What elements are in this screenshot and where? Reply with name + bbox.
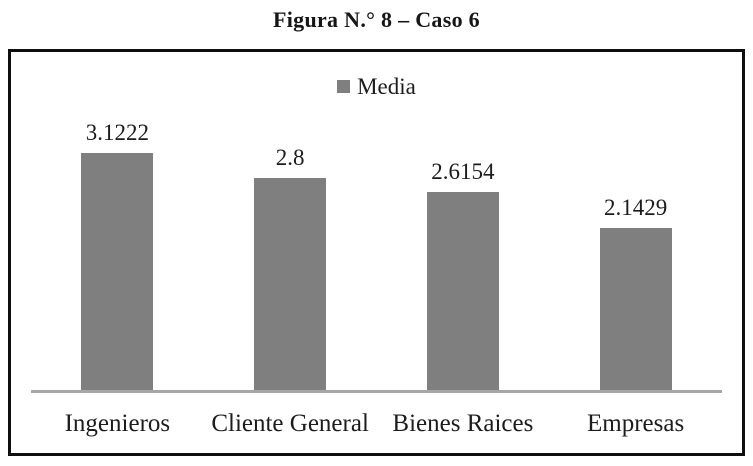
bar-slot: 3.1222 (31, 52, 204, 390)
category-axis-labels: Ingenieros Cliente General Bienes Raices Em… (31, 406, 722, 440)
legend: Media (11, 75, 742, 98)
legend-swatch-icon (337, 80, 351, 93)
chart-area: Media 3.1222 2.8 2.6154 2.1429 Ingenieros Cl… (8, 49, 745, 456)
plot-area: 3.1222 2.8 2.6154 2.1429 Ingenieros Cliente … (31, 52, 722, 453)
category-label: Ingenieros (64, 409, 171, 437)
bar (426, 192, 499, 390)
bar-value-label: 2.1429 (604, 195, 668, 220)
bar-slot: 2.8 (204, 52, 377, 390)
category-label: Cliente General (211, 409, 369, 437)
bar-value-label: 2.6154 (431, 159, 495, 184)
bar-slot: 2.6154 (377, 52, 550, 390)
bar (81, 153, 154, 390)
legend-label: Media (357, 74, 416, 99)
category-label: Empresas (587, 409, 685, 437)
bar (254, 178, 327, 390)
bar-slot: 2.1429 (549, 52, 722, 390)
bar (599, 228, 672, 390)
bar-value-label: 3.1222 (85, 120, 149, 145)
x-axis-line (31, 390, 722, 393)
figure-title: Figura N.° 8 – Caso 6 (273, 7, 480, 32)
category-label: Bienes Raices (392, 409, 534, 437)
bar-value-label: 2.8 (275, 145, 305, 170)
bars-row: 3.1222 2.8 2.6154 2.1429 (31, 52, 722, 390)
